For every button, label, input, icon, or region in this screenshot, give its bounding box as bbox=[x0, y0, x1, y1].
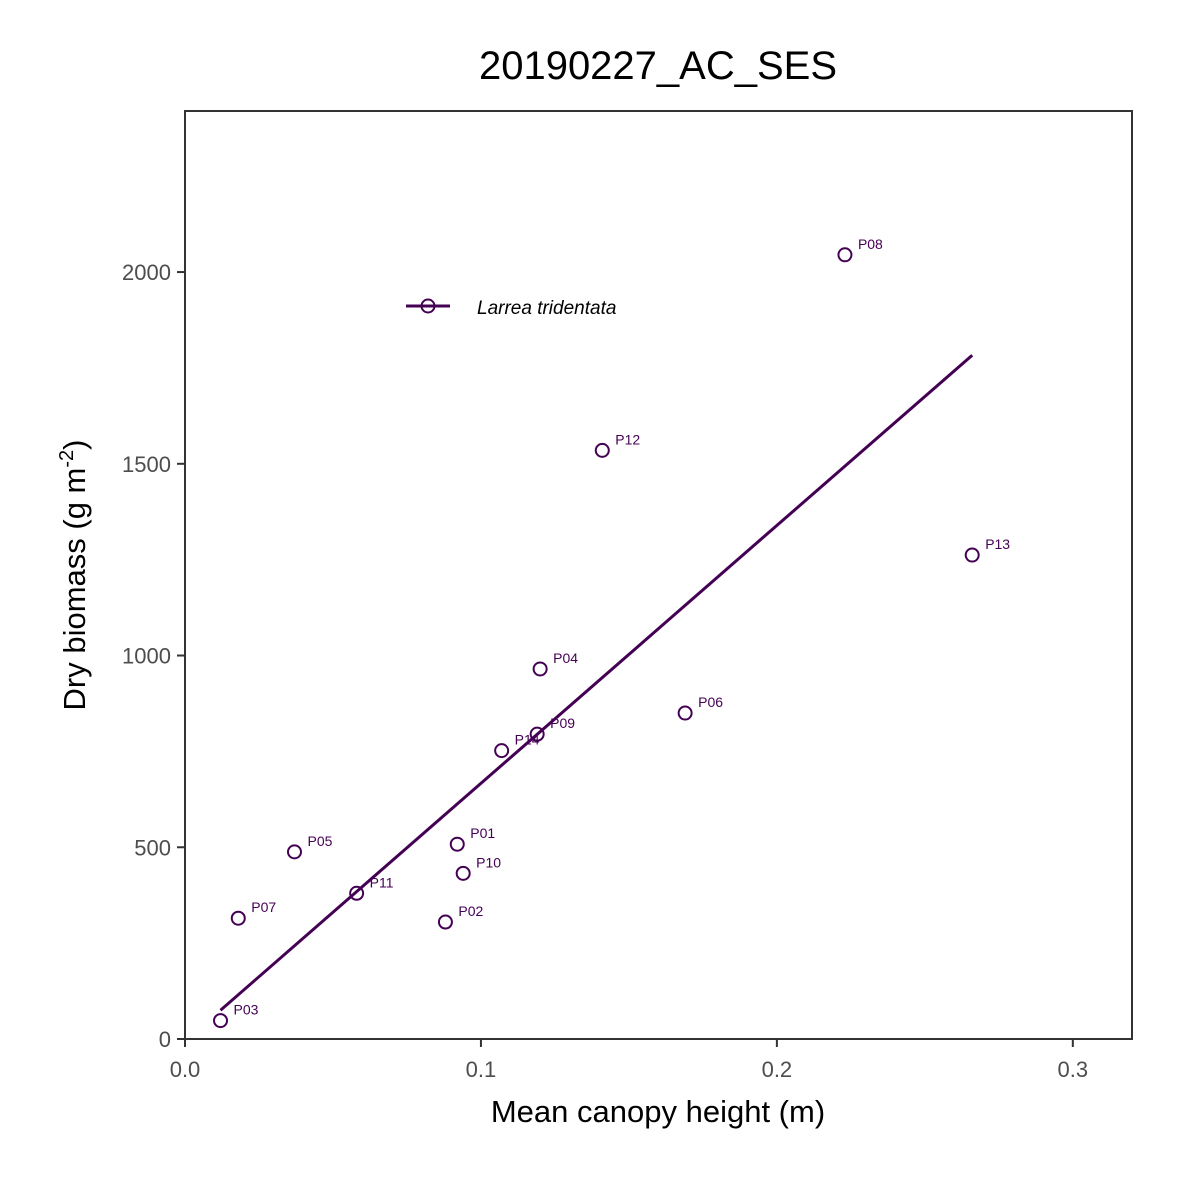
data-point-p12 bbox=[594, 442, 610, 458]
y-tick-label: 2000 bbox=[122, 260, 171, 285]
y-tick-label: 500 bbox=[134, 835, 171, 860]
data-point-p04 bbox=[532, 661, 548, 677]
data-point-p03 bbox=[213, 1013, 229, 1029]
data-point-p11 bbox=[349, 885, 365, 901]
data-point-label-p13: P13 bbox=[985, 536, 1010, 552]
data-point-label-p10: P10 bbox=[476, 854, 501, 870]
x-tick-label: 0.1 bbox=[466, 1057, 497, 1082]
points-layer: P01 P02 P03 P04 P05 P06 P07 P08 P09 P10 P11 P12 P13 P… bbox=[213, 236, 1010, 1029]
legend-key-marker bbox=[420, 298, 436, 314]
y-tick-label: 1500 bbox=[122, 452, 171, 477]
data-point-p05 bbox=[286, 844, 302, 860]
chart-title: 20190227_AC_SES bbox=[479, 44, 837, 88]
data-point-p08 bbox=[837, 247, 853, 263]
y-axis-title-close: ) bbox=[57, 440, 92, 450]
data-point-label-p03: P03 bbox=[234, 1002, 259, 1018]
data-point-p13 bbox=[964, 547, 980, 563]
x-tick-label: 0.0 bbox=[170, 1057, 201, 1082]
data-point-label-p11: P11 bbox=[370, 874, 394, 890]
fit-line bbox=[219, 354, 974, 1012]
x-axis-title: Mean canopy height (m) bbox=[491, 1094, 825, 1129]
data-point-label-p02: P02 bbox=[458, 903, 483, 919]
data-point-p14 bbox=[494, 743, 510, 759]
data-point-label-p07: P07 bbox=[251, 899, 276, 915]
y-axis-title-superscript: -2 bbox=[56, 450, 78, 468]
data-point-label-p06: P06 bbox=[698, 694, 723, 710]
y-tick-label: 0 bbox=[159, 1027, 171, 1052]
data-point-label-p08: P08 bbox=[858, 236, 883, 252]
data-point-label-p09: P09 bbox=[550, 715, 575, 731]
x-tick-label: 0.3 bbox=[1058, 1057, 1089, 1082]
data-point-p10 bbox=[455, 865, 471, 881]
data-point-label-p01: P01 bbox=[470, 825, 495, 841]
data-point-p01 bbox=[449, 836, 465, 852]
data-point-p09 bbox=[529, 726, 545, 742]
y-axis: 0 500 1000 1500 2000 bbox=[122, 260, 185, 1052]
fit-line-layer bbox=[219, 354, 974, 1012]
x-tick-label: 0.2 bbox=[762, 1057, 793, 1082]
data-point-label-p04: P04 bbox=[553, 650, 578, 666]
y-tick-label: 1000 bbox=[122, 644, 171, 669]
legend: Larrea tridentata bbox=[406, 298, 616, 319]
data-point-label-p05: P05 bbox=[307, 833, 332, 849]
plot-panel bbox=[184, 110, 1133, 1040]
data-point-label-p14: P14 bbox=[515, 732, 540, 748]
y-axis-title: Dry biomass (g m-2) bbox=[56, 440, 92, 711]
data-point-p06 bbox=[677, 705, 693, 721]
data-point-p07 bbox=[230, 910, 246, 926]
data-point-label-p12: P12 bbox=[615, 431, 640, 447]
data-point-p02 bbox=[437, 914, 453, 930]
legend-label: Larrea tridentata bbox=[477, 298, 616, 319]
x-axis: 0.0 0.1 0.2 0.3 bbox=[170, 1039, 1088, 1082]
y-axis-title-main: Dry biomass (g m bbox=[57, 468, 92, 711]
